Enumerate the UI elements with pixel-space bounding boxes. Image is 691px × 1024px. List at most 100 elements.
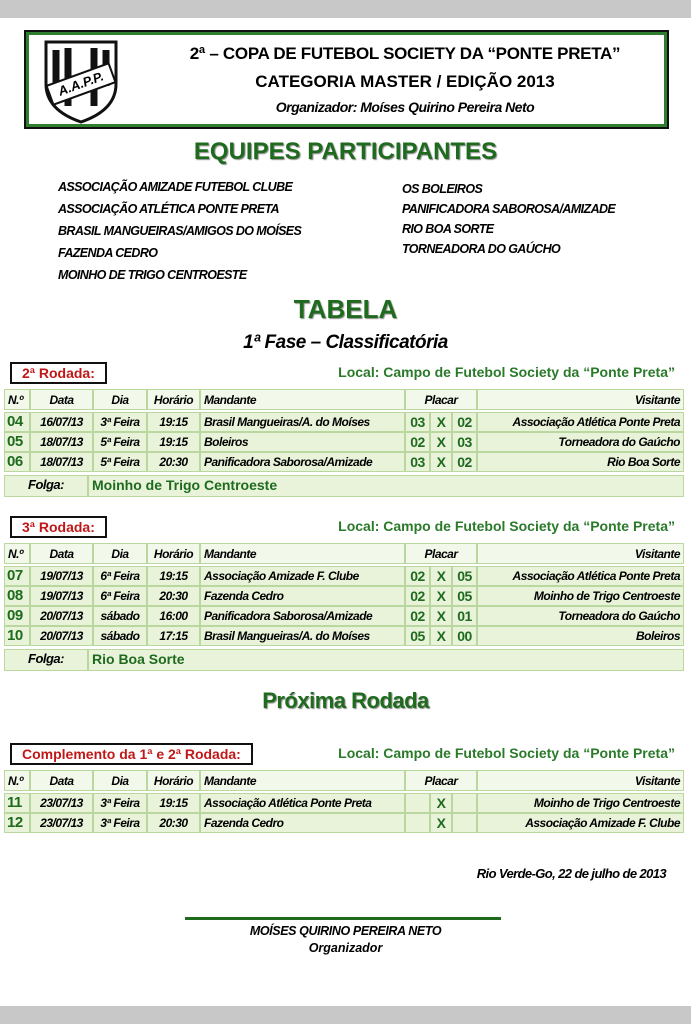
game-score-away: 01 [452, 606, 477, 626]
game-away: Moinho de Trigo Centroeste [477, 586, 684, 606]
team: RIO BOA SORTE [402, 222, 494, 236]
game-home: Brasil Mangueiras/A. do Moíses [200, 626, 405, 646]
header-cell: N.º [4, 770, 30, 791]
header-cell: Dia [93, 770, 147, 791]
empty-cell [405, 813, 430, 833]
game-home: Boleiros [200, 432, 405, 452]
team: OS BOLEIROS [402, 182, 483, 196]
game-vs: X [430, 793, 452, 813]
signature-role: Organizador [308, 941, 383, 955]
game-day: sábado [93, 606, 147, 626]
header-cell: Mandante [200, 389, 405, 410]
header-cell: N.º [4, 389, 30, 410]
game-score-away: 02 [452, 412, 477, 432]
game-no: 04 [4, 412, 30, 432]
game-day: 3ª Feira [93, 813, 147, 833]
game-time: 16:00 [147, 606, 200, 626]
game-day: 3ª Feira [93, 793, 147, 813]
game-vs: X [430, 566, 452, 586]
game-date: 16/07/13 [30, 412, 93, 432]
team: ASSOCIAÇÃO ATLÉTICA PONTE PRETA [58, 202, 280, 216]
game-score-home: 02 [405, 432, 430, 452]
team: FAZENDA CEDRO [58, 246, 158, 260]
game-time: 20:30 [147, 813, 200, 833]
bottom-bar [0, 1006, 691, 1024]
header-box [24, 30, 669, 129]
header-cell: Mandante [200, 770, 405, 791]
game-time: 17:15 [147, 626, 200, 646]
round-location: Local: Campo de Futebol Society da “Pont… [338, 518, 675, 534]
table-title: TABELA [293, 294, 398, 324]
game-date: 20/07/13 [30, 606, 93, 626]
round-location: Local: Campo de Futebol Society da “Pont… [338, 364, 675, 380]
game-no: 09 [4, 606, 30, 626]
phase: 1ª Fase – Classificatória [243, 332, 448, 353]
team: PANIFICADORA SABOROSA/AMIZADE [402, 202, 616, 216]
header-cell: Data [30, 389, 93, 410]
folga-team: Moinho de Trigo Centroeste [88, 475, 684, 497]
game-day: 5ª Feira [93, 452, 147, 472]
header-cell: Visitante [477, 389, 684, 410]
header-cell: Placar [405, 389, 477, 410]
game-home: Associação Amizade F. Clube [200, 566, 405, 586]
round-label: Complemento da 1ª e 2ª Rodada: [10, 743, 253, 765]
game-score-away: 05 [452, 586, 477, 606]
header-cell: Horário [147, 770, 200, 791]
organizer: Organizador: Moíses Quirino Pereira Neto [275, 99, 535, 115]
game-date: 18/07/13 [30, 432, 93, 452]
game-no: 10 [4, 626, 30, 646]
game-day: 5ª Feira [93, 432, 147, 452]
game-vs: X [430, 626, 452, 646]
game-score-home: 02 [405, 566, 430, 586]
round-label: 3ª Rodada: [10, 516, 107, 538]
game-no: 05 [4, 432, 30, 452]
game-time: 19:15 [147, 566, 200, 586]
game-home: Associação Atlética Ponte Preta [200, 793, 405, 813]
game-home: Brasil Mangueiras/A. do Moíses [200, 412, 405, 432]
game-vs: X [430, 432, 452, 452]
game-vs: X [430, 412, 452, 432]
subtitle: CATEGORIA MASTER / EDIÇÃO 2013 [255, 72, 555, 91]
game-score-home: 05 [405, 626, 430, 646]
game-home: Panificadora Saborosa/Amizade [200, 452, 405, 472]
header-cell: Dia [93, 389, 147, 410]
game-vs: X [430, 606, 452, 626]
next-title: Próxima Rodada [262, 688, 429, 713]
game-date: 23/07/13 [30, 793, 93, 813]
game-away: Torneadora do Gaúcho [477, 606, 684, 626]
header-cell: Visitante [477, 543, 684, 564]
game-score-away: 00 [452, 626, 477, 646]
header-cell: Data [30, 543, 93, 564]
game-score-home: 02 [405, 586, 430, 606]
header-cell: Horário [147, 389, 200, 410]
game-time: 20:30 [147, 452, 200, 472]
game-score-away: 03 [452, 432, 477, 452]
game-day: sábado [93, 626, 147, 646]
logo: A.A.P.P. [44, 40, 118, 124]
game-time: 19:15 [147, 432, 200, 452]
place-date: Rio Verde-Go, 22 de julho de 2013 [476, 866, 667, 881]
game-away: Boleiros [477, 626, 684, 646]
teams-title: EQUIPES PARTICIPANTES [193, 138, 498, 165]
folga-label: Folga: [4, 649, 88, 671]
game-away: Associação Atlética Ponte Preta [477, 412, 684, 432]
game-no: 11 [4, 793, 30, 813]
top-bar [0, 0, 691, 18]
game-no: 08 [4, 586, 30, 606]
game-time: 19:15 [147, 412, 200, 432]
game-home: Panificadora Saborosa/Amizade [200, 606, 405, 626]
header-cell: Data [30, 770, 93, 791]
game-date: 18/07/13 [30, 452, 93, 472]
header-cell: Visitante [477, 770, 684, 791]
game-score-away: 05 [452, 566, 477, 586]
header-cell: Mandante [200, 543, 405, 564]
team: BRASIL MANGUEIRAS/AMIGOS DO MOÍSES [58, 224, 302, 238]
game-no: 06 [4, 452, 30, 472]
game-away: Moinho de Trigo Centroeste [477, 793, 684, 813]
folga-team: Rio Boa Sorte [88, 649, 684, 671]
game-date: 20/07/13 [30, 626, 93, 646]
game-day: 6ª Feira [93, 586, 147, 606]
game-score-away: 02 [452, 452, 477, 472]
game-date: 19/07/13 [30, 586, 93, 606]
